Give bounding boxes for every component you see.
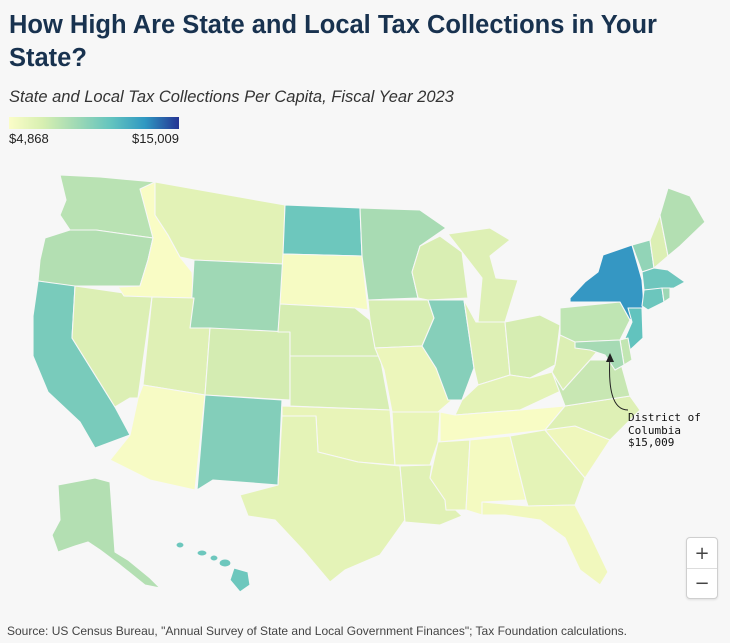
state-ma[interactable] (641, 267, 686, 291)
state-nm[interactable] (196, 394, 283, 491)
state-nd[interactable] (282, 204, 363, 257)
us-choropleth-map[interactable] (0, 160, 730, 610)
state-pa[interactable] (559, 301, 631, 343)
source-note: Source: US Census Bureau, "Annual Survey… (7, 624, 627, 638)
state-ak[interactable] (51, 477, 161, 589)
map-title: How High Are State and Local Tax Collect… (9, 11, 657, 72)
dc-annotation-line2: Columbia (628, 423, 681, 437)
state-sd[interactable] (279, 253, 369, 311)
legend-min-label: $4,868 (9, 131, 49, 146)
legend-gradient-bar (9, 117, 179, 129)
state-ri[interactable] (661, 287, 671, 303)
state-hi[interactable] (175, 541, 251, 593)
dc-annotation: District of Columbia $15,009 (628, 411, 701, 450)
state-ct[interactable] (641, 287, 665, 311)
dc-annotation-value: $15,009 (628, 436, 675, 449)
dc-arrow-head (606, 353, 614, 362)
state-fl[interactable] (481, 501, 609, 586)
dc-annotation-line1: District of (628, 411, 701, 424)
state-me[interactable] (659, 187, 706, 257)
state-tx[interactable] (239, 415, 406, 583)
state-wi[interactable] (411, 235, 469, 301)
state-ar[interactable] (391, 411, 441, 466)
state-wa[interactable] (59, 174, 156, 239)
state-wy[interactable] (189, 259, 284, 336)
zoom-in-button[interactable]: + (687, 538, 717, 568)
dc-annotation-arrow (609, 355, 629, 411)
state-mi[interactable] (447, 227, 519, 323)
state-ny[interactable] (569, 244, 645, 321)
state-ks[interactable] (289, 355, 391, 411)
map-subtitle: State and Local Tax Collections Per Capi… (9, 88, 454, 106)
color-legend: $4,868 $15,009 (9, 117, 179, 146)
zoom-out-button[interactable]: − (687, 568, 717, 597)
state-oh[interactable] (504, 314, 561, 379)
state-or[interactable] (37, 229, 154, 287)
state-ne[interactable] (277, 303, 381, 357)
state-co[interactable] (204, 327, 291, 401)
legend-max-label: $15,009 (132, 131, 179, 146)
zoom-control: + − (686, 537, 718, 599)
